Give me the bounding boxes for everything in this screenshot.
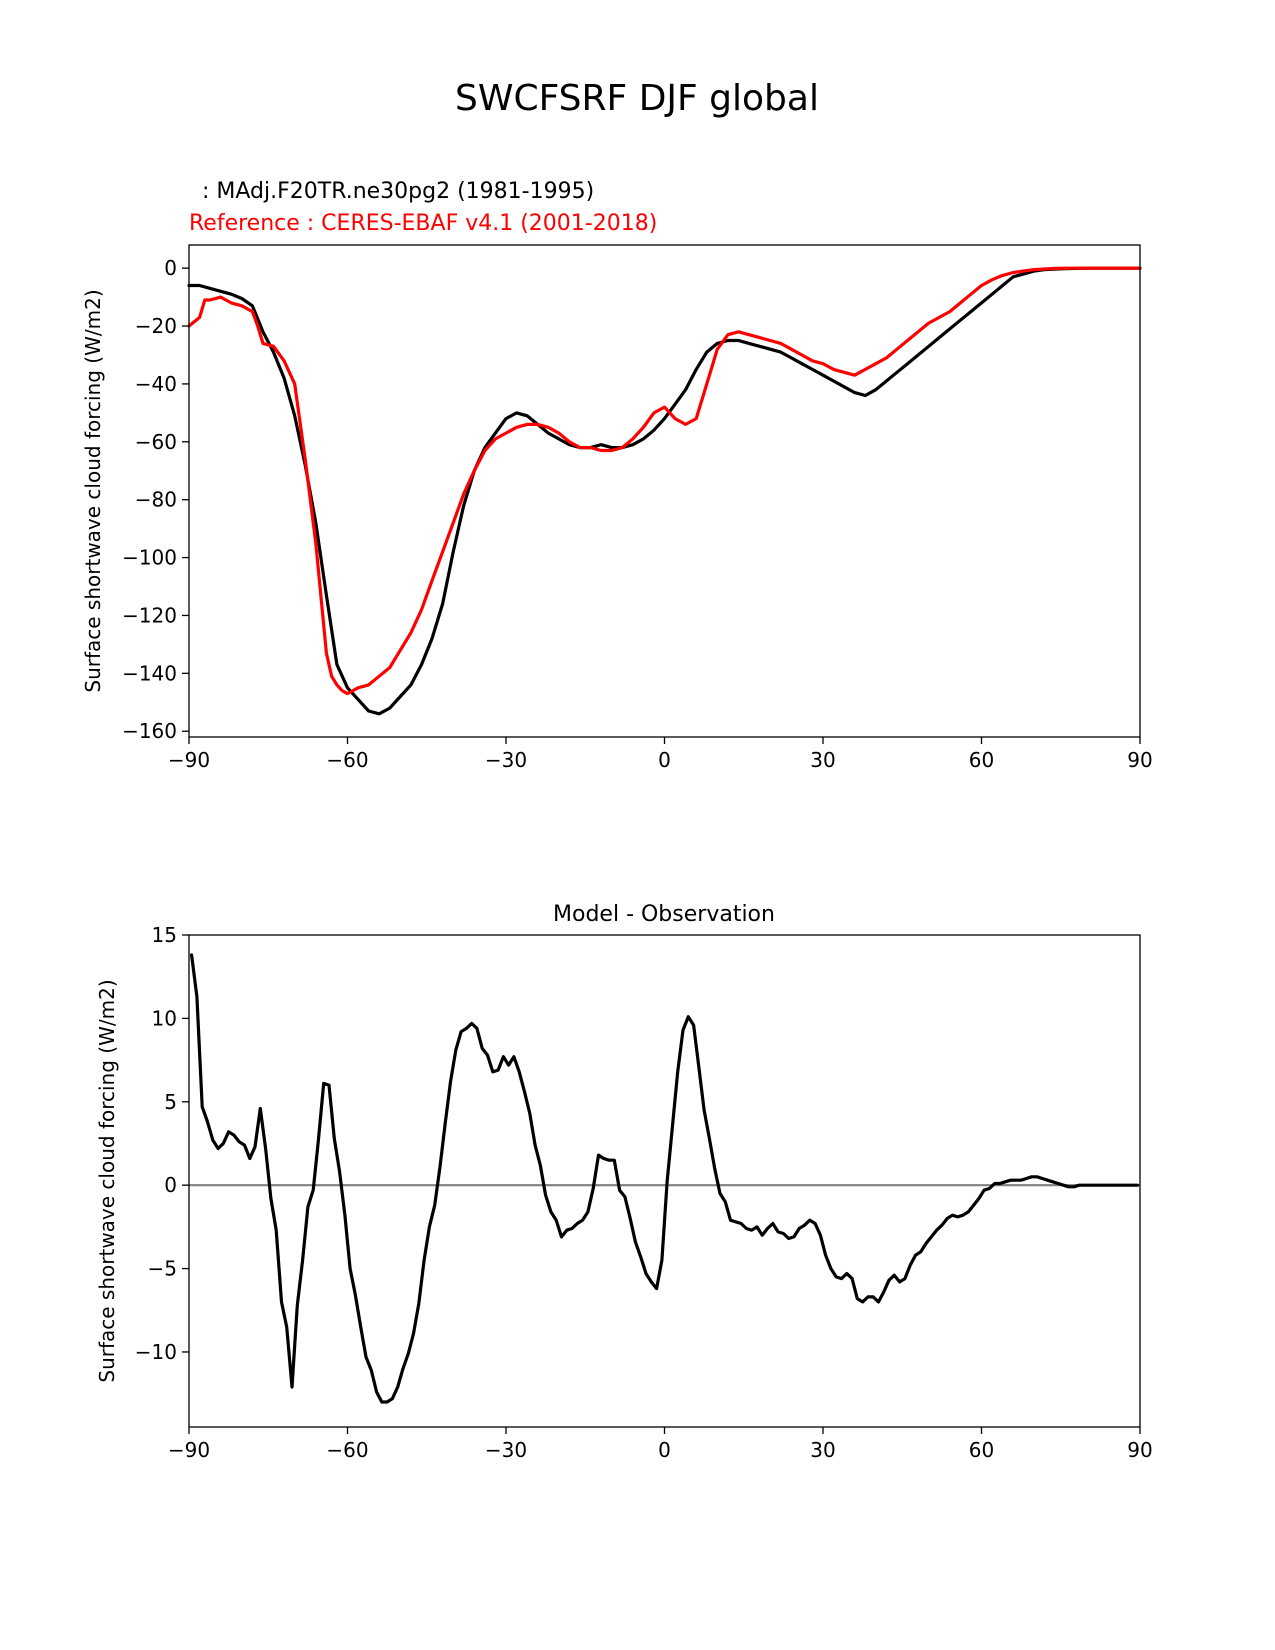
top-x-tick-label: 60 [969,748,994,772]
test-label: : MAdj.F20TR.ne30pg2 (1981-1995) [202,179,594,204]
bottom-series-line-0 [190,953,1140,1404]
top-y-tick-label: 0 [164,256,177,280]
bottom-y-tick-label: −5 [148,1257,177,1281]
top-y-tick-label: −160 [122,719,177,743]
top-x-tick-label: 90 [1127,748,1152,772]
top-y-tick-label: −100 [122,546,177,570]
bottom-y-tick-label: 10 [152,1006,177,1030]
bottom-panel-title: Model - Observation [553,902,775,927]
bottom-x-tick-label: −90 [168,1438,210,1462]
bottom-x-tick-label: −60 [326,1438,368,1462]
bottom-panel: Model - Observation −90 −60 −30 0 30 60 90 151… [95,902,1153,1462]
bottom-y-tick-label: 15 [152,923,177,947]
bottom-x-tick-label: −30 [485,1438,527,1462]
top-x-axis: −90 −60 −30 0 30 60 90 [168,737,1153,772]
top-y-tick-label: −20 [135,314,177,338]
top-x-tick-label: −60 [326,748,368,772]
top-x-tick-label: 30 [810,748,835,772]
top-y-tick-label: −40 [135,372,177,396]
bottom-y-axis: 15 10 5 0 −5 −10 [135,923,189,1364]
bottom-x-tick-label: 30 [810,1438,835,1462]
top-series-group [187,266,1142,716]
bottom-x-tick-label: 90 [1127,1438,1152,1462]
bottom-y-tick-label: 5 [164,1090,177,1114]
top-y-axis: 0 −20 −40 −60 −80 −100 −120 −140 −160 [122,256,189,743]
bottom-x-tick-label: 60 [969,1438,994,1462]
top-x-tick-label: 0 [658,748,671,772]
bottom-x-tick-label: 0 [658,1438,671,1462]
bottom-y-tick-label: −10 [135,1340,177,1364]
top-y-tick-label: −60 [135,430,177,454]
top-series-line-0 [187,266,1142,716]
top-series-line-1 [187,266,1142,696]
reference-label: Reference : CERES-EBAF v4.1 (2001-2018) [189,211,657,236]
top-y-tick-label: −80 [135,488,177,512]
top-y-tick-label: −140 [122,661,177,685]
bottom-y-tick-label: 0 [164,1173,177,1197]
top-y-axis-label: Surface shortwave cloud forcing (W/m2) [81,289,105,692]
bottom-series-group [189,953,1140,1404]
top-x-tick-label: −90 [168,748,210,772]
top-panel: : MAdj.F20TR.ne30pg2 (1981-1995) Referen… [81,179,1153,772]
bottom-y-axis-label: Surface shortwave cloud forcing (W/m2) [95,979,119,1382]
figure-title: SWCFSRF DJF global [455,78,819,119]
top-y-tick-label: −120 [122,603,177,627]
bottom-x-axis: −90 −60 −30 0 30 60 90 [168,1427,1153,1462]
top-x-tick-label: −30 [485,748,527,772]
